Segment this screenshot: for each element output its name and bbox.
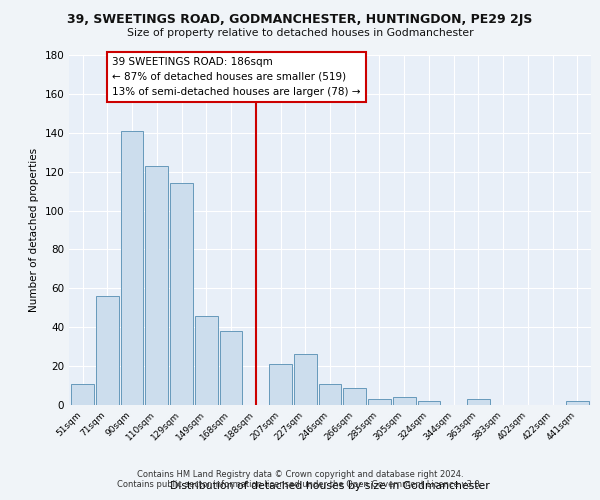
Bar xyxy=(368,399,391,405)
X-axis label: Distribution of detached houses by size in Godmanchester: Distribution of detached houses by size … xyxy=(170,481,490,491)
Bar xyxy=(294,354,317,405)
Bar xyxy=(319,384,341,405)
Bar xyxy=(170,184,193,405)
Bar xyxy=(145,166,168,405)
Bar xyxy=(343,388,366,405)
Bar xyxy=(96,296,119,405)
Bar xyxy=(195,316,218,405)
Text: Size of property relative to detached houses in Godmanchester: Size of property relative to detached ho… xyxy=(127,28,473,38)
Text: 39 SWEETINGS ROAD: 186sqm
← 87% of detached houses are smaller (519)
13% of semi: 39 SWEETINGS ROAD: 186sqm ← 87% of detac… xyxy=(112,57,361,96)
Bar xyxy=(220,331,242,405)
Bar xyxy=(393,397,416,405)
Bar xyxy=(566,401,589,405)
Bar xyxy=(121,131,143,405)
Text: Contains public sector information licensed under the Open Government Licence v3: Contains public sector information licen… xyxy=(118,480,482,489)
Y-axis label: Number of detached properties: Number of detached properties xyxy=(29,148,39,312)
Bar xyxy=(269,364,292,405)
Bar xyxy=(467,399,490,405)
Bar xyxy=(71,384,94,405)
Text: Contains HM Land Registry data © Crown copyright and database right 2024.: Contains HM Land Registry data © Crown c… xyxy=(137,470,463,479)
Text: 39, SWEETINGS ROAD, GODMANCHESTER, HUNTINGDON, PE29 2JS: 39, SWEETINGS ROAD, GODMANCHESTER, HUNTI… xyxy=(67,12,533,26)
Bar xyxy=(418,401,440,405)
